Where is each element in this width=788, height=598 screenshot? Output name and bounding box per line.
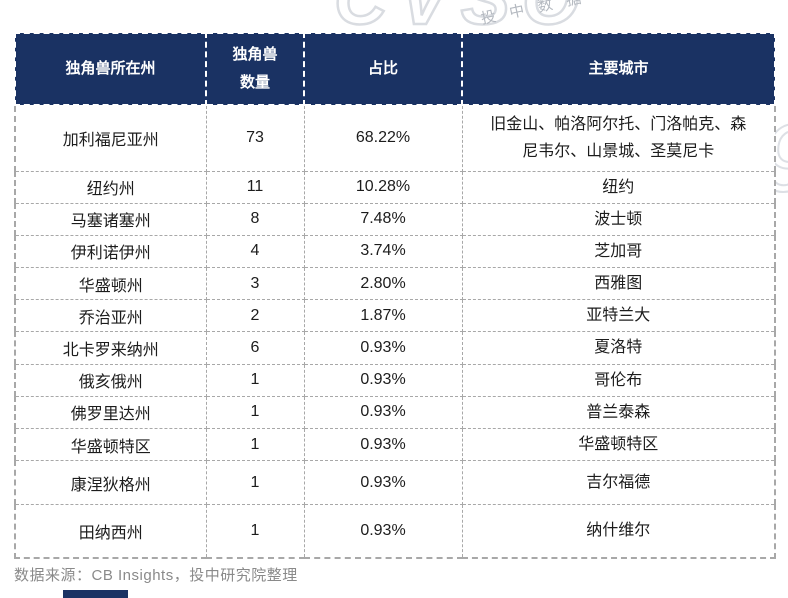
share-cell: 10.28% [303, 170, 463, 204]
cities-cell: 华盛顿特区 [461, 427, 776, 462]
table-row: 俄亥俄州 1 0.93% 哥伦布 [14, 363, 776, 397]
table-row: 华盛顿特区 1 0.93% 华盛顿特区 [14, 427, 776, 462]
table-header: 独角兽所在州 独角兽 数量 占比 主要城市 [14, 32, 776, 106]
share-cell: 0.93% [303, 504, 463, 559]
share-cell: 3.74% [303, 234, 463, 269]
count-cell: 1 [205, 460, 305, 506]
share-cell: 0.93% [303, 363, 463, 397]
count-cell: 73 [205, 104, 305, 172]
table-row: 伊利诺伊州 4 3.74% 芝加哥 [14, 234, 776, 269]
count-cell: 2 [205, 299, 305, 333]
table-row: 田纳西州 1 0.93% 纳什维尔 [14, 504, 776, 559]
cities-cell: 波士顿 [461, 202, 776, 236]
unicorn-states-table: 独角兽所在州 独角兽 数量 占比 主要城市 加利福尼亚州 73 68.22% 旧金山、帕洛阿… [14, 32, 776, 559]
cities-cell: 芝加哥 [461, 234, 776, 269]
cities-cell: 哥伦布 [461, 363, 776, 397]
state-cell: 佛罗里达州 [14, 395, 207, 430]
state-cell: 马塞诸塞州 [14, 202, 207, 236]
state-cell: 纽约州 [14, 170, 207, 204]
state-cell: 加利福尼亚州 [14, 104, 207, 172]
state-cell: 华盛顿特区 [14, 427, 207, 462]
data-source-note: 数据来源：CB Insights，投中研究院整理 [14, 567, 298, 584]
state-cell: 北卡罗来纳州 [14, 331, 207, 365]
cities-cell: 普兰泰森 [461, 395, 776, 430]
state-cell: 田纳西州 [14, 504, 207, 559]
table-row: 康涅狄格州 1 0.93% 吉尔福德 [14, 460, 776, 506]
count-cell: 8 [205, 202, 305, 236]
table-body: 加利福尼亚州 73 68.22% 旧金山、帕洛阿尔托、门洛帕克、森尼韦尔、山景城、圣莫… [14, 104, 776, 559]
count-cell: 1 [205, 363, 305, 397]
state-cell: 康涅狄格州 [14, 460, 207, 506]
table-row: 北卡罗来纳州 6 0.93% 夏洛特 [14, 331, 776, 365]
count-cell: 4 [205, 234, 305, 269]
header-cell-cities: 主要城市 [461, 32, 776, 106]
state-cell: 伊利诺伊州 [14, 234, 207, 269]
cities-cell: 西雅图 [461, 267, 776, 301]
count-cell: 6 [205, 331, 305, 365]
header-row: 独角兽所在州 独角兽 数量 占比 主要城市 [14, 32, 776, 106]
count-cell: 1 [205, 395, 305, 430]
table-row: 乔治亚州 2 1.87% 亚特兰大 [14, 299, 776, 333]
cities-cell: 亚特兰大 [461, 299, 776, 333]
cities-cell: 吉尔福德 [461, 460, 776, 506]
share-cell: 0.93% [303, 395, 463, 430]
table-row: 佛罗里达州 1 0.93% 普兰泰森 [14, 395, 776, 430]
table-row: 马塞诸塞州 8 7.48% 波士顿 [14, 202, 776, 236]
share-cell: 0.93% [303, 460, 463, 506]
header-cell-state: 独角兽所在州 [14, 32, 207, 106]
share-cell: 7.48% [303, 202, 463, 236]
share-cell: 0.93% [303, 331, 463, 365]
table-row: 加利福尼亚州 73 68.22% 旧金山、帕洛阿尔托、门洛帕克、森尼韦尔、山景城、圣莫… [14, 104, 776, 172]
count-cell: 1 [205, 504, 305, 559]
share-cell: 0.93% [303, 427, 463, 462]
share-cell: 1.87% [303, 299, 463, 333]
header-cell-share: 占比 [303, 32, 463, 106]
count-cell: 3 [205, 267, 305, 301]
count-cell: 1 [205, 427, 305, 462]
table-row: 华盛顿州 3 2.80% 西雅图 [14, 267, 776, 301]
share-cell: 68.22% [303, 104, 463, 172]
table-row: 纽约州 11 10.28% 纽约 [14, 170, 776, 204]
state-cell: 乔治亚州 [14, 299, 207, 333]
cities-cell: 旧金山、帕洛阿尔托、门洛帕克、森尼韦尔、山景城、圣莫尼卡 [461, 104, 776, 172]
state-cell: 华盛顿州 [14, 267, 207, 301]
header-cell-count: 独角兽 数量 [205, 32, 305, 106]
count-cell: 11 [205, 170, 305, 204]
cities-cell: 纳什维尔 [461, 504, 776, 559]
bottom-navy-bar [63, 590, 128, 598]
cities-cell: 夏洛特 [461, 331, 776, 365]
cities-cell: 纽约 [461, 170, 776, 204]
state-cell: 俄亥俄州 [14, 363, 207, 397]
share-cell: 2.80% [303, 267, 463, 301]
